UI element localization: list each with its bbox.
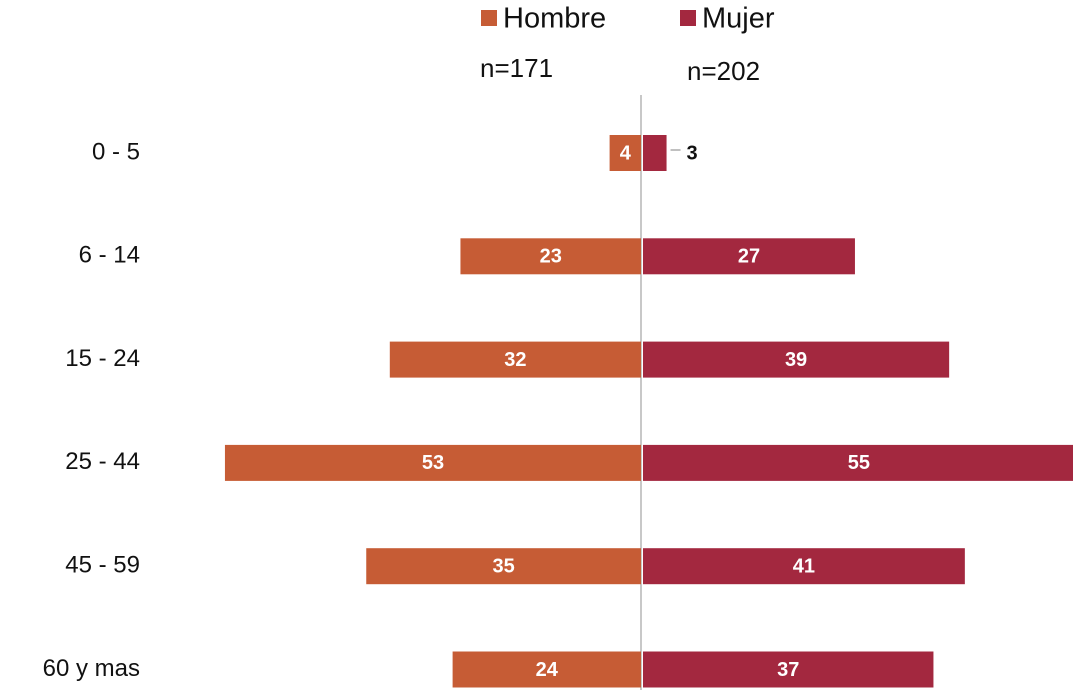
data-label: 41: [793, 555, 815, 577]
bar: [643, 651, 934, 688]
bar: [643, 341, 950, 378]
category-label: 60 y mas: [43, 655, 140, 682]
sample-size: n=202: [687, 56, 760, 86]
bar: [389, 341, 641, 378]
category-label: 45 - 59: [65, 552, 140, 579]
data-label: 55: [848, 452, 870, 474]
data-label: 23: [540, 246, 562, 268]
category-label: 25 - 44: [65, 448, 140, 475]
legend-label: Mujer: [702, 3, 775, 35]
legend-swatch: [680, 10, 696, 26]
bar: [643, 548, 965, 585]
category-label: 6 - 14: [79, 242, 140, 269]
category-label: 0 - 5: [92, 138, 140, 165]
data-label: 35: [493, 555, 515, 577]
bar: [224, 444, 641, 481]
bar: [460, 238, 641, 275]
data-label: 27: [738, 246, 760, 268]
bar: [643, 444, 1073, 481]
data-label: 4: [620, 142, 632, 164]
bar: [643, 238, 855, 275]
data-label: 39: [785, 349, 807, 371]
bar: [366, 548, 641, 585]
sample-size: n=171: [480, 53, 553, 83]
bar: [643, 135, 667, 171]
data-label: 53: [422, 452, 444, 474]
bar: [452, 651, 641, 688]
legend-label: Hombre: [503, 3, 606, 35]
data-label: 3: [687, 142, 698, 164]
bar: [609, 135, 641, 171]
category-label: 15 - 24: [65, 345, 140, 372]
data-label: 37: [777, 659, 799, 681]
legend-swatch: [481, 10, 497, 26]
data-label: 24: [536, 659, 559, 681]
data-label: 32: [504, 349, 526, 371]
